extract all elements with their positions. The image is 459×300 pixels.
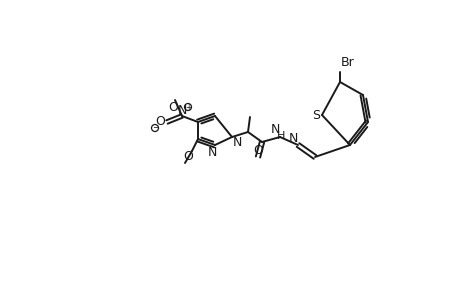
Text: S: S (311, 109, 319, 122)
Text: N: N (270, 122, 279, 136)
Text: Br: Br (341, 56, 354, 68)
Text: O: O (168, 100, 178, 113)
Text: N: N (288, 131, 297, 145)
Text: N: N (232, 136, 241, 148)
Text: O: O (183, 149, 192, 163)
Text: H: H (276, 131, 285, 141)
Text: O: O (252, 143, 263, 157)
Text: O: O (155, 115, 165, 128)
Text: N: N (207, 146, 216, 158)
Text: N: N (177, 103, 186, 116)
Text: +: + (185, 103, 191, 112)
Text: −: − (151, 124, 158, 133)
